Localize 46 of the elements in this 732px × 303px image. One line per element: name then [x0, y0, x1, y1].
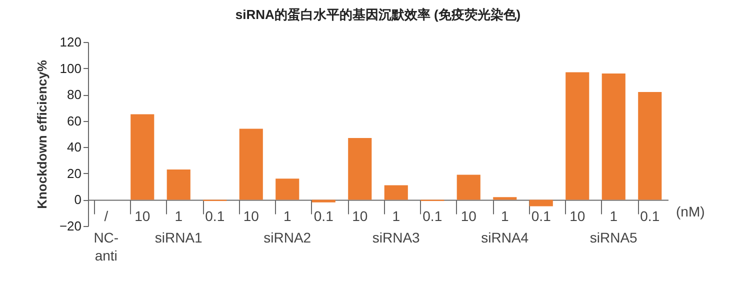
y-tick-label: 120 — [60, 34, 82, 50]
x-tick-label: 1 — [610, 208, 618, 224]
x-tick-label: 1 — [174, 208, 183, 224]
text: siRNA5 — [590, 230, 638, 246]
bar — [166, 169, 190, 200]
bar — [130, 114, 154, 200]
y-tick-label: −20 — [59, 218, 82, 234]
chart-title: siRNA的蛋白水平的基因沉默效率 (免疫荧光染色) — [235, 7, 521, 22]
x-tick-label: 0.1 — [205, 208, 225, 224]
bar — [276, 178, 300, 200]
x-tick-label: 1 — [283, 208, 292, 224]
x-tick-label: 10 — [352, 208, 368, 224]
x-tick-label: 10 — [460, 208, 477, 224]
bar — [348, 138, 372, 200]
bar — [456, 174, 480, 200]
x-tick-label: 10 — [570, 208, 586, 224]
x-tick-label: 1 — [500, 208, 509, 224]
y-tick-label: 100 — [60, 60, 82, 76]
x-tick-label: 0.1 — [640, 208, 660, 224]
text: siRNA1 — [154, 230, 203, 246]
y-tick-label: 60 — [67, 113, 82, 128]
x-tick-label: 0.1 — [314, 208, 334, 224]
bar — [602, 74, 626, 200]
y-axis-title: Knockdown efficiency% — [34, 60, 50, 209]
bar — [384, 185, 408, 200]
bar — [239, 128, 263, 200]
y-tick-label: 20 — [67, 166, 82, 181]
x-tick-label: 0.1 — [531, 208, 552, 224]
bar — [493, 197, 517, 200]
x-tick-label: 0.1 — [422, 208, 442, 224]
x-tick-label: / — [104, 208, 108, 224]
y-tick-label: 80 — [67, 87, 82, 102]
y-tick-label: 40 — [67, 140, 82, 155]
bar — [529, 200, 553, 206]
bar — [312, 200, 336, 202]
text: siRNA2 — [264, 230, 312, 246]
bar — [566, 72, 590, 200]
text: siRNA3 — [372, 230, 420, 246]
text: (nM) — [676, 204, 705, 220]
text: siRNA4 — [481, 230, 529, 246]
x-tick-label: 1 — [392, 208, 400, 224]
bar — [638, 92, 662, 200]
x-tick-label: 10 — [134, 208, 150, 224]
x-tick-label: 10 — [243, 208, 260, 224]
text: NC- anti — [94, 230, 119, 264]
y-tick-label: 0 — [74, 192, 82, 208]
